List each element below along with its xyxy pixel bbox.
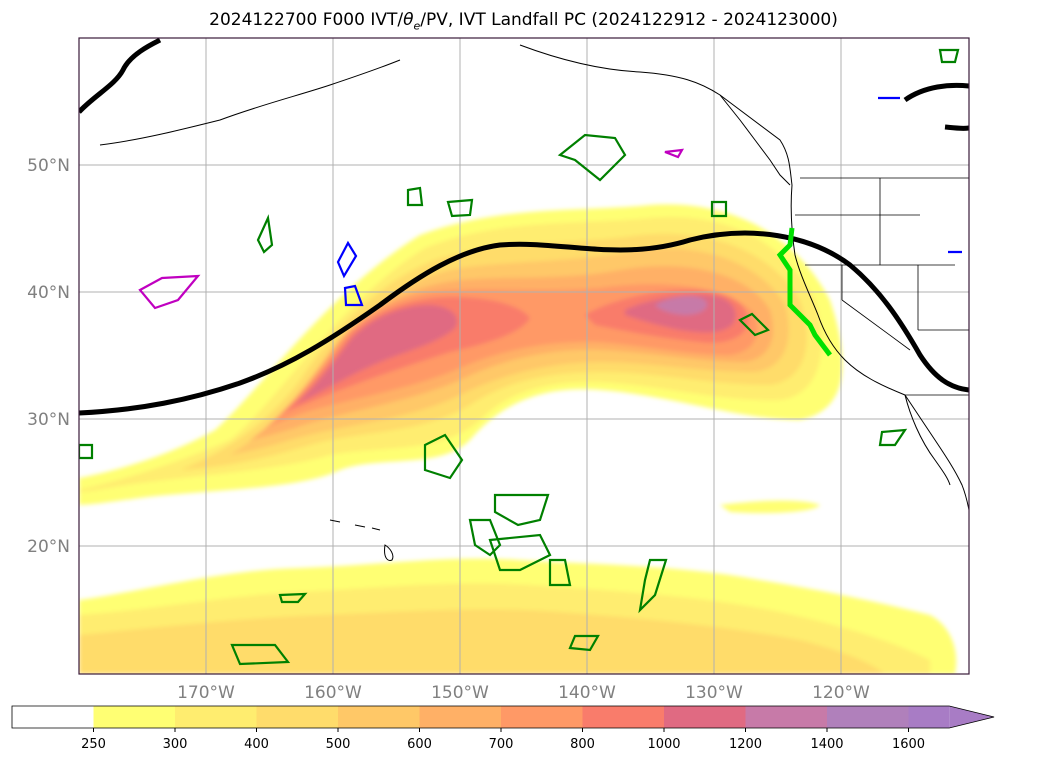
map-layer [79, 38, 969, 674]
colorbar-tick-label: 400 [244, 737, 269, 752]
colorbar-extend-arrow [949, 706, 995, 728]
title-part-after: /PV, IVT Landfall PC (2024122912 - 20241… [420, 10, 838, 30]
colorbar-swatch [338, 706, 421, 728]
colorbar-outline [11, 705, 995, 729]
coastline-alaska-gulf [519, 44, 793, 186]
pv-contour [423, 433, 464, 480]
ivt-band-1000 [295, 305, 458, 405]
theta-e-contour-nw [79, 38, 162, 114]
pv-contour [738, 312, 770, 337]
y-tick-label: 30°N [27, 410, 70, 430]
y-tick-labels: 50°N 40°N 30°N 20°N [27, 156, 70, 557]
pv-contour [468, 518, 502, 557]
pv-contours [79, 48, 962, 666]
pv-contour [664, 148, 685, 159]
coastline-us-west [790, 184, 969, 511]
x-tick-label: 130°W [685, 683, 743, 703]
colorbar-tick-label: 700 [489, 737, 514, 752]
pv-contour [938, 48, 960, 64]
pv-contour [230, 643, 291, 666]
title-theta: θ [403, 10, 414, 30]
colorbar-tick-label: 500 [326, 737, 351, 752]
colorbar-swatch [12, 706, 95, 728]
ivt-band-800 [280, 297, 530, 415]
pv-contour [343, 284, 364, 307]
pv-contour [256, 214, 274, 254]
pv-contour [336, 240, 358, 279]
landfall-pc-line [776, 227, 832, 357]
title-subscript: e [413, 19, 420, 32]
ivt-shading [79, 204, 957, 674]
coastline-hawaii [329, 519, 394, 561]
pv-contour [710, 200, 728, 218]
pv-contour [79, 443, 94, 460]
colorbar-swatch [93, 706, 176, 728]
pv-contour [878, 428, 908, 447]
pv-contour [138, 274, 201, 310]
colorbar-swatch [745, 706, 828, 728]
colorbar-tick-label: 600 [407, 737, 432, 752]
pv-contour [488, 533, 552, 572]
x-tick-label: 120°W [812, 683, 870, 703]
colorbar-swatch [501, 706, 584, 728]
theta-e-contour [79, 230, 969, 416]
title-subscript-e: e [413, 19, 421, 33]
coastlines [99, 44, 969, 561]
title-part-before: 2024122700 F000 IVT/ [209, 10, 404, 30]
pv-contour [548, 558, 572, 587]
x-tick-label: 140°W [558, 683, 616, 703]
x-tick-label: 160°W [304, 683, 362, 703]
pv-contour [493, 493, 550, 527]
pv-contour [878, 96, 962, 254]
colorbar-swatch [827, 706, 910, 728]
border-state-5 [841, 299, 911, 351]
colorbar-swatch [908, 706, 950, 728]
colorbar-tick-label: 1600 [892, 737, 925, 752]
colorbar-tick-label: 1000 [647, 737, 680, 752]
state-borders [795, 177, 969, 396]
x-tick-label: 170°W [177, 683, 235, 703]
x-tick-label: 150°W [431, 683, 489, 703]
x-tick-labels: 170°W 160°W 150°W 140°W 130°W 120°W [177, 683, 870, 703]
colorbar-tick-label: 1200 [729, 737, 762, 752]
pv-contour [406, 186, 424, 207]
ivt-south-band-400 [79, 609, 885, 674]
ivt-east-patch [720, 500, 820, 514]
chart-title: 2024122700 F000 IVT/θe/PV, IVT Landfall … [0, 10, 1047, 32]
y-tick-label: 20°N [27, 537, 70, 557]
y-tick-label: 40°N [27, 283, 70, 303]
colorbar-swatch [256, 706, 339, 728]
colorbar-swatch [419, 706, 502, 728]
colorbar-swatch [175, 706, 258, 728]
coastline-bc [719, 94, 791, 186]
map-frame [78, 37, 970, 675]
ivt-band-1200 [655, 296, 708, 315]
pv-contour [278, 592, 308, 604]
pv-contour [557, 133, 627, 182]
colorbar-swatch [582, 706, 665, 728]
pv-contour [638, 558, 668, 614]
coastline-alaska [99, 59, 401, 146]
colorbar: 250 300 400 500 600 700 800 1000 1200 1400 1600 [11, 705, 995, 752]
theta-e-contour-ne [903, 82, 969, 131]
pv-contour [446, 198, 474, 218]
colorbar-tick-label: 300 [163, 737, 188, 752]
y-tick-label: 50°N [27, 156, 70, 176]
colorbar-tick-label: 800 [570, 737, 595, 752]
colorbar-swatch [664, 706, 747, 728]
pv-contour [568, 634, 600, 652]
colorbar-tick-label: 250 [81, 737, 106, 752]
coastline-baja [904, 394, 951, 486]
colorbar-tick-label: 1400 [810, 737, 843, 752]
